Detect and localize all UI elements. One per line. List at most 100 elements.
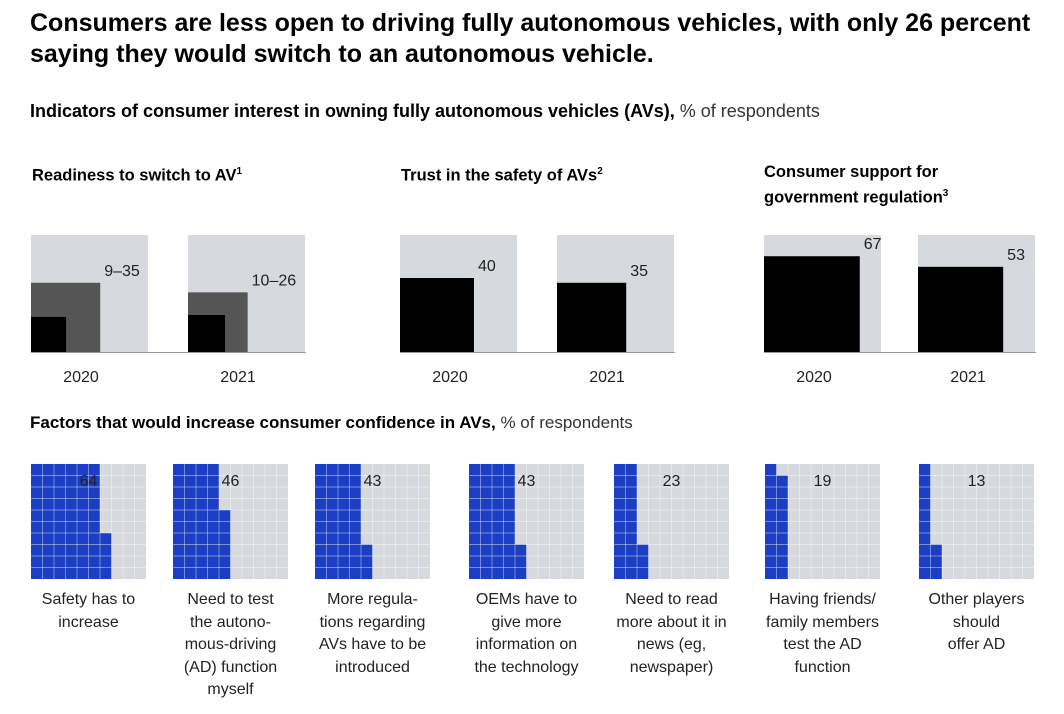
waffle-cell: [919, 533, 931, 545]
waffle-cell: [315, 498, 327, 510]
waffle-cell: [42, 498, 54, 510]
waffle-cell: [42, 464, 54, 476]
waffle-cell: [173, 544, 185, 556]
waffle-cell: [776, 510, 788, 522]
waffle-cell: [492, 498, 504, 510]
waffle-cell: [614, 556, 626, 568]
waffle-cell: [765, 567, 777, 579]
waffle-cell: [173, 533, 185, 545]
waffle-cell: [77, 567, 89, 579]
waffle-cell: [65, 498, 77, 510]
waffle-cell: [503, 498, 515, 510]
waffle-cell: [196, 521, 208, 533]
waffle-cell: [625, 510, 637, 522]
waffle-cell: [338, 487, 350, 499]
waffle-cell: [930, 544, 942, 556]
waffle-cell: [361, 544, 373, 556]
waffle-cell: [919, 521, 931, 533]
waffle-cell: [776, 498, 788, 510]
waffle-cell: [349, 556, 361, 568]
data-label: 64: [80, 473, 98, 490]
waffle-cell: [77, 475, 89, 487]
waffle-cell: [349, 544, 361, 556]
waffle-cell: [614, 498, 626, 510]
waffle-cell: [207, 475, 219, 487]
data-label: 23: [663, 473, 681, 490]
waffle-cell: [338, 510, 350, 522]
waffle-cell: [184, 533, 196, 545]
waffle-cell: [765, 487, 777, 499]
waffle-cell: [88, 510, 100, 522]
waffle-cell: [315, 567, 327, 579]
waffle-cell: [326, 487, 338, 499]
waffle-cell: [480, 510, 492, 522]
waffle-cell: [88, 544, 100, 556]
waffle-cell: [776, 567, 788, 579]
waffle-cell: [77, 544, 89, 556]
waffle-cell: [625, 521, 637, 533]
waffle-cell: [54, 464, 66, 476]
data-label: 43: [364, 473, 382, 490]
factors-subtitle: Factors that would increase consumer con…: [30, 413, 633, 433]
waffle-cell: [338, 556, 350, 568]
waffle-cell: [184, 567, 196, 579]
factors-subtitle-unit: % of respondents: [495, 413, 633, 432]
factor-label: Need to read more about it in news (eg, …: [616, 591, 727, 676]
waffle-cell: [196, 544, 208, 556]
footnote-marker: 1: [236, 166, 243, 177]
waffle-cell: [480, 533, 492, 545]
waffle-cell: [42, 475, 54, 487]
waffle-cell: [88, 521, 100, 533]
waffle-cell: [919, 567, 931, 579]
waffle-cell: [492, 556, 504, 568]
waffle-cell: [326, 567, 338, 579]
waffle-cell: [492, 544, 504, 556]
waffle-cell: [77, 498, 89, 510]
waffle-cell: [31, 533, 43, 545]
waffle-cell: [219, 544, 231, 556]
waffle-cell: [338, 498, 350, 510]
waffle-cell: [196, 567, 208, 579]
waffle-cell: [480, 544, 492, 556]
waffle-cell: [315, 533, 327, 545]
year-label: 2020: [796, 369, 832, 386]
value-bar: [557, 282, 627, 352]
waffle-cell: [614, 544, 626, 556]
waffle-cell: [31, 544, 43, 556]
waffle-cell: [349, 487, 361, 499]
waffle-cell: [326, 521, 338, 533]
waffle-cell: [349, 498, 361, 510]
waffle-cell: [480, 521, 492, 533]
waffle-cell: [765, 556, 777, 568]
waffle-cell: [77, 487, 89, 499]
waffle-cell: [219, 567, 231, 579]
waffle-cell: [54, 533, 66, 545]
waffle-cell: [196, 464, 208, 476]
waffle-cell: [65, 556, 77, 568]
indicators-subtitle: Indicators of consumer interest in ownin…: [30, 101, 820, 122]
waffle-cell: [88, 487, 100, 499]
waffle-cell: [326, 475, 338, 487]
waffle-cell: [42, 521, 54, 533]
waffle-cell: [765, 498, 777, 510]
waffle-cell: [31, 498, 43, 510]
waffle-cell: [480, 498, 492, 510]
waffle-cell: [65, 544, 77, 556]
waffle-cell: [637, 556, 649, 568]
waffle-cell: [503, 533, 515, 545]
panel-title-trust-text: Trust in the safety of AVs: [401, 166, 598, 185]
waffle-cell: [469, 556, 481, 568]
waffle-cell: [480, 556, 492, 568]
waffle-cell: [184, 498, 196, 510]
waffle-cell: [469, 464, 481, 476]
waffle-cell: [173, 475, 185, 487]
panel-title-readiness: Readiness to switch to AV1: [32, 161, 242, 187]
data-label: 67: [864, 236, 882, 253]
waffle-cell: [77, 533, 89, 545]
waffle-cell: [338, 475, 350, 487]
waffle-cell: [349, 475, 361, 487]
waffle-cell: [219, 556, 231, 568]
data-label: 53: [1007, 247, 1025, 264]
range-low-bar: [188, 315, 225, 352]
waffle-cell: [88, 475, 100, 487]
